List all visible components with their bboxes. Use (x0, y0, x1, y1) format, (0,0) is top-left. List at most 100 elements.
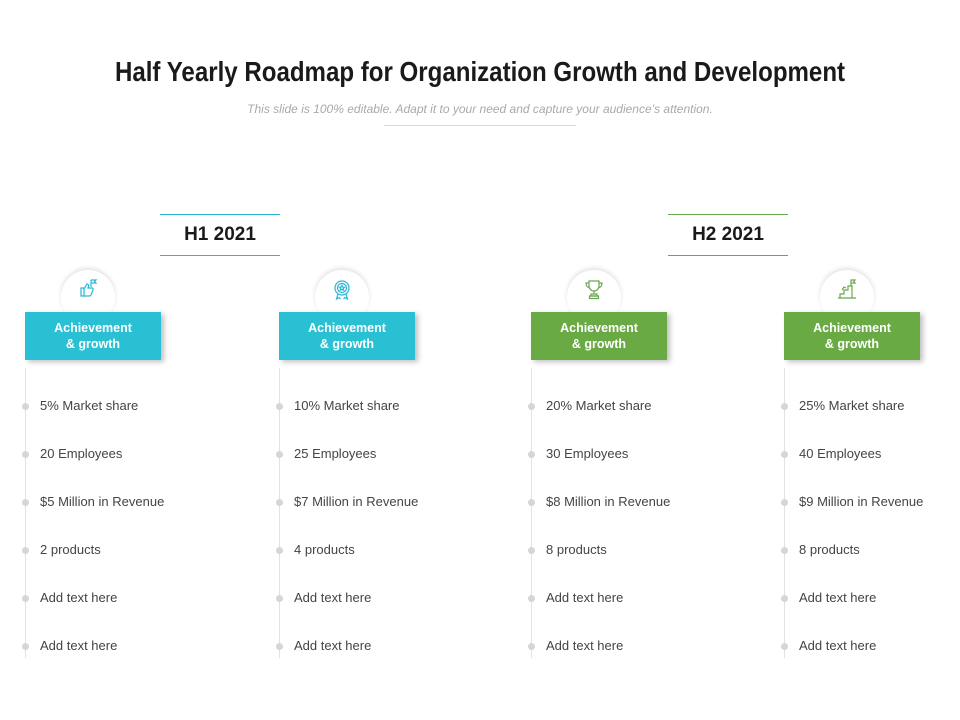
bullet-dot (528, 547, 535, 554)
item-text: 5% Market share (40, 398, 139, 413)
bullet-dot (781, 403, 788, 410)
period-h1: H1 2021 (160, 214, 280, 256)
bullet-dot (276, 547, 283, 554)
list-item: Add text here (22, 638, 215, 686)
trophy-icon (583, 278, 605, 305)
period-h2: H2 2021 (668, 214, 788, 256)
item-text: 8 products (546, 542, 607, 557)
list-item: Add text here (781, 590, 960, 638)
item-text: Add text here (799, 590, 877, 605)
list-item: 10% Market share (276, 398, 469, 446)
award-medal-icon (331, 278, 353, 305)
roadmap-column-1: Achievement & growth 5% Market share 20 … (22, 270, 215, 670)
list-item: Add text here (781, 638, 960, 686)
item-list: 10% Market share 25 Employees $7 Million… (276, 398, 469, 686)
timeline-line (784, 368, 785, 658)
item-text: 20% Market share (546, 398, 652, 413)
list-item: 25% Market share (781, 398, 960, 446)
bullet-dot (528, 451, 535, 458)
item-text: Add text here (546, 590, 624, 605)
item-list: 5% Market share 20 Employees $5 Million … (22, 398, 215, 686)
roadmap-column-3: Achievement & growth 20% Market share 30… (528, 270, 721, 670)
list-item: 20% Market share (528, 398, 721, 446)
item-text: 30 Employees (546, 446, 629, 461)
label-line-1: Achievement (308, 321, 386, 335)
label-line-1: Achievement (813, 321, 891, 335)
label-line-2: & growth (571, 337, 627, 351)
label-line-1: Achievement (560, 321, 638, 335)
page-title: Half Yearly Roadmap for Organization Gro… (114, 56, 846, 87)
label-line-2: & growth (319, 337, 375, 351)
bullet-dot (22, 643, 29, 650)
bullet-dot (276, 643, 283, 650)
label-line-2: & growth (824, 337, 880, 351)
bullet-dot (22, 499, 29, 506)
item-text: 25 Employees (294, 446, 377, 461)
subtitle-divider (384, 125, 576, 126)
label-line-2: & growth (65, 337, 121, 351)
list-item: 8 products (528, 542, 721, 590)
item-text: 40 Employees (799, 446, 882, 461)
item-text: 8 products (799, 542, 860, 557)
achievement-label: Achievement & growth (279, 312, 415, 360)
list-item: Add text here (276, 590, 469, 638)
item-list: 25% Market share 40 Employees $9 Million… (781, 398, 960, 686)
bullet-dot (276, 499, 283, 506)
roadmap-column-4: Achievement & growth 25% Market share 40… (781, 270, 960, 670)
timeline-line (531, 368, 532, 658)
bullet-dot (528, 499, 535, 506)
item-text: Add text here (40, 590, 118, 605)
page-subtitle: This slide is 100% editable. Adapt it to… (247, 102, 713, 116)
achievement-label: Achievement & growth (531, 312, 667, 360)
bullet-dot (22, 595, 29, 602)
list-item: 8 products (781, 542, 960, 590)
bullet-dot (528, 403, 535, 410)
bullet-dot (781, 499, 788, 506)
bullet-dot (781, 547, 788, 554)
item-text: Add text here (546, 638, 624, 653)
list-item: 30 Employees (528, 446, 721, 494)
bullet-dot (276, 595, 283, 602)
item-text: $8 Million in Revenue (546, 494, 671, 509)
thumbs-up-flag-icon (77, 278, 99, 305)
list-item: $5 Million in Revenue (22, 494, 215, 542)
bullet-dot (22, 547, 29, 554)
item-text: Add text here (799, 638, 877, 653)
bullet-dot (276, 403, 283, 410)
roadmap-column-2: Achievement & growth 10% Market share 25… (276, 270, 469, 670)
list-item: Add text here (528, 638, 721, 686)
item-text: 25% Market share (799, 398, 905, 413)
item-text: Add text here (40, 638, 118, 653)
item-text: 4 products (294, 542, 355, 557)
item-text: $5 Million in Revenue (40, 494, 165, 509)
list-item: 40 Employees (781, 446, 960, 494)
list-item: 20 Employees (22, 446, 215, 494)
list-item: 5% Market share (22, 398, 215, 446)
item-text: $7 Million in Revenue (294, 494, 419, 509)
item-text: 2 products (40, 542, 101, 557)
list-item: Add text here (276, 638, 469, 686)
bullet-dot (276, 451, 283, 458)
timeline-line (279, 368, 280, 658)
achievement-label: Achievement & growth (784, 312, 920, 360)
list-item: 4 products (276, 542, 469, 590)
list-item: Add text here (528, 590, 721, 638)
item-text: $9 Million in Revenue (799, 494, 924, 509)
label-line-1: Achievement (54, 321, 132, 335)
growth-stairs-flag-icon (836, 278, 858, 305)
list-item: 2 products (22, 542, 215, 590)
list-item: $8 Million in Revenue (528, 494, 721, 542)
item-text: Add text here (294, 590, 372, 605)
item-text: 10% Market share (294, 398, 400, 413)
list-item: $9 Million in Revenue (781, 494, 960, 542)
bullet-dot (528, 643, 535, 650)
item-text: Add text here (294, 638, 372, 653)
bullet-dot (22, 403, 29, 410)
bullet-dot (22, 451, 29, 458)
list-item: Add text here (22, 590, 215, 638)
bullet-dot (528, 595, 535, 602)
bullet-dot (781, 451, 788, 458)
bullet-dot (781, 643, 788, 650)
bullet-dot (781, 595, 788, 602)
item-text: 20 Employees (40, 446, 123, 461)
